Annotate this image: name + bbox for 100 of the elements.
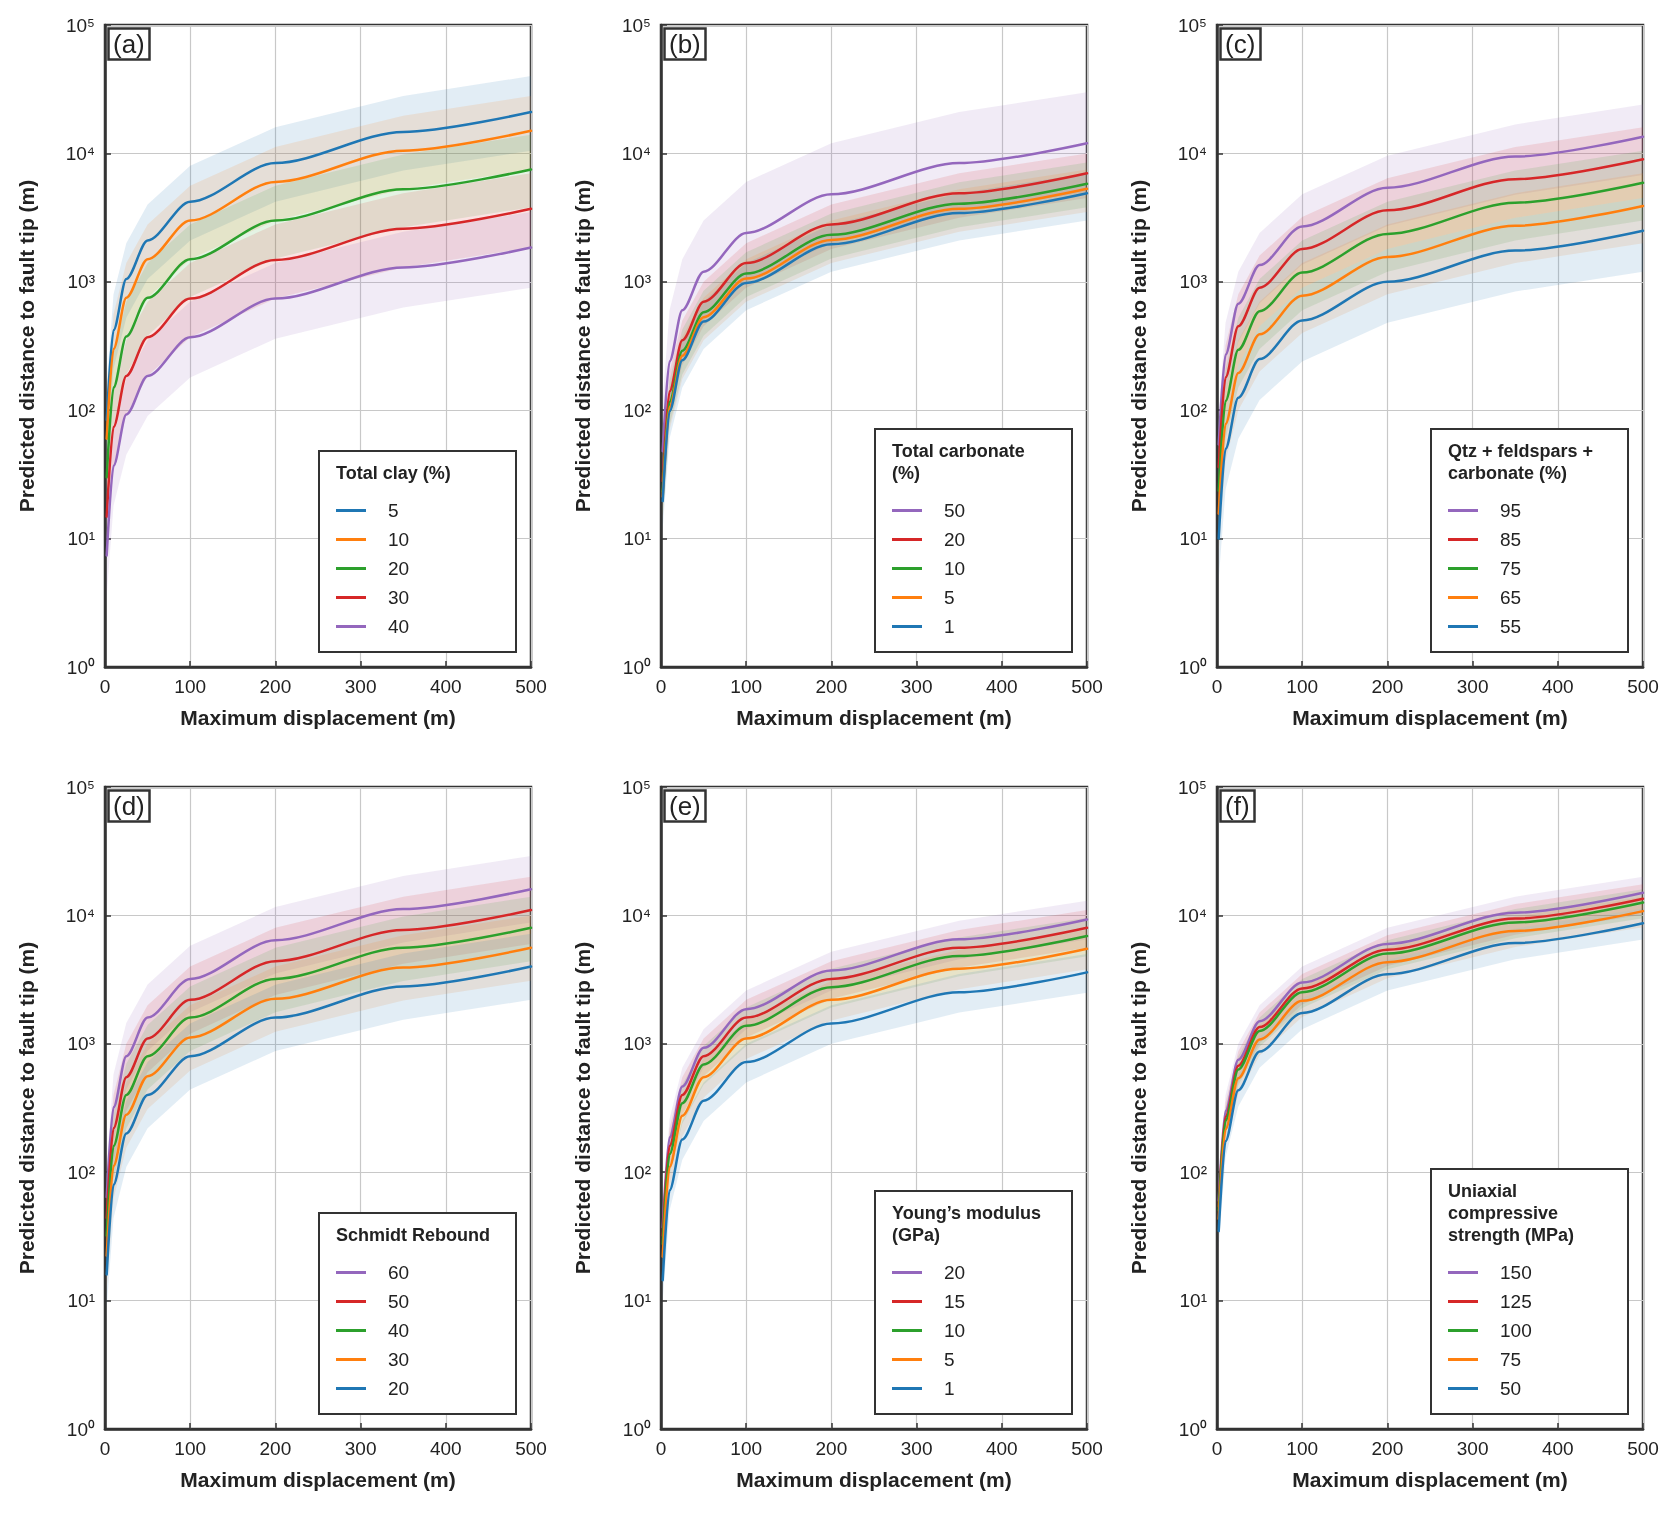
- x-tick-label: 500: [1627, 1438, 1659, 1459]
- chart-title: (d): [113, 791, 145, 821]
- x-axis-title: Maximum displacement (m): [1292, 706, 1568, 729]
- x-tick-label: 0: [99, 1438, 111, 1459]
- y-tick-label: 10²: [67, 1161, 95, 1183]
- legend-label: 50: [1500, 1377, 1522, 1400]
- x-tick-label: 100: [730, 676, 763, 697]
- y-tick-label: 10¹: [1179, 1290, 1207, 1312]
- y-tick-label: 10⁵: [1177, 776, 1207, 798]
- legend-label: 50: [388, 1290, 410, 1313]
- legend-label: 100: [1500, 1319, 1532, 1342]
- legend-label: 60: [388, 1261, 410, 1284]
- y-axis-title: Predicted distance to fault tip (m): [571, 179, 594, 513]
- legend-title: Qtz + feldspars + carbonate (%): [1448, 440, 1595, 484]
- x-axis-title: Maximum displacement (m): [180, 1468, 456, 1491]
- x-tick-label: 500: [515, 676, 547, 697]
- x-axis-title: Maximum displacement (m): [736, 706, 1012, 729]
- line-series: [105, 207, 533, 518]
- y-tick-label: 10³: [67, 1033, 95, 1055]
- y-tick-label: 10⁵: [621, 776, 651, 798]
- x-axis-title: Maximum displacement (m): [1292, 1468, 1568, 1491]
- y-tick-label: 10¹: [623, 528, 651, 550]
- x-tick-label: 400: [985, 1438, 1018, 1459]
- y-tick-label: 10⁰: [1178, 1418, 1207, 1440]
- legend-title: Total carbonate (%): [892, 440, 1026, 484]
- x-tick-label: 0: [1211, 1438, 1223, 1459]
- x-tick-label: 500: [1627, 676, 1659, 697]
- y-tick-label: 10⁴: [621, 904, 651, 926]
- y-tick-label: 10⁰: [66, 1418, 95, 1440]
- legend-label: 50: [944, 499, 966, 522]
- x-axis-title: Maximum displacement (m): [736, 1468, 1012, 1491]
- x-tick-label: 100: [174, 676, 207, 697]
- legend-label: 65: [1500, 586, 1522, 609]
- x-tick-label: 300: [1456, 1438, 1489, 1459]
- chart-title: (a): [113, 29, 145, 59]
- legend-label: 40: [388, 615, 410, 638]
- y-tick-label: 10⁰: [66, 656, 95, 678]
- legend-label: 1: [944, 1377, 955, 1400]
- y-tick-label: 10⁴: [621, 142, 651, 164]
- x-tick-label: 500: [1071, 1438, 1103, 1459]
- legend-title: Schmidt Rebound: [336, 1224, 491, 1246]
- y-tick-label: 10⁴: [65, 142, 95, 164]
- x-tick-label: 500: [515, 1438, 547, 1459]
- x-tick-label: 200: [815, 1438, 848, 1459]
- y-tick-label: 10⁰: [1178, 656, 1207, 678]
- x-tick-label: 400: [1541, 676, 1574, 697]
- line-series: [105, 246, 533, 557]
- y-tick-label: 10²: [1179, 399, 1207, 421]
- y-axis-title: Predicted distance to fault tip (m): [1127, 179, 1150, 513]
- chart-title: (c): [1225, 29, 1256, 59]
- legend-label: 150: [1500, 1261, 1532, 1284]
- y-axis-title: Predicted distance to fault tip (m): [1127, 941, 1150, 1275]
- y-tick-label: 10³: [623, 1033, 651, 1055]
- legend-label: 20: [388, 557, 410, 580]
- legend-label: 95: [1500, 499, 1522, 522]
- x-tick-label: 500: [1071, 676, 1103, 697]
- y-tick-label: 10⁴: [1177, 142, 1207, 164]
- legend-label: 5: [388, 499, 399, 522]
- legend-label: 1: [944, 615, 955, 638]
- x-tick-label: 300: [344, 676, 377, 697]
- legend-label: 10: [944, 1319, 966, 1342]
- x-tick-label: 200: [1371, 676, 1404, 697]
- legend-label: 75: [1500, 557, 1522, 580]
- legend-label: 20: [944, 1261, 966, 1284]
- x-tick-label: 400: [985, 676, 1018, 697]
- x-tick-label: 100: [730, 1438, 763, 1459]
- legend-label: 85: [1500, 528, 1522, 551]
- x-tick-label: 300: [1456, 676, 1489, 697]
- x-tick-label: 200: [815, 676, 848, 697]
- legend-title: Total clay (%): [336, 462, 452, 484]
- chart-title: (e): [669, 791, 701, 821]
- legend-label: 75: [1500, 1348, 1522, 1371]
- y-tick-label: 10³: [1179, 1033, 1207, 1055]
- x-tick-label: 0: [1211, 676, 1223, 697]
- x-tick-label: 200: [259, 1438, 292, 1459]
- legend-label: 5: [944, 586, 955, 609]
- legend-title: Uniaxial compressive strength (MPa): [1448, 1180, 1575, 1246]
- x-tick-label: 400: [429, 676, 462, 697]
- x-tick-label: 400: [429, 1438, 462, 1459]
- y-tick-label: 10⁰: [622, 1418, 651, 1440]
- y-axis-title: Predicted distance to fault tip (m): [15, 941, 38, 1275]
- y-tick-label: 10¹: [67, 1290, 95, 1312]
- legend-label: 10: [388, 528, 410, 551]
- x-tick-label: 400: [1541, 1438, 1574, 1459]
- legend-label: 30: [388, 1348, 410, 1371]
- y-tick-label: 10²: [67, 399, 95, 421]
- chart-title: (b): [669, 29, 701, 59]
- legend-label: 20: [944, 528, 966, 551]
- y-tick-label: 10⁴: [1177, 904, 1207, 926]
- legend-label: 5: [944, 1348, 955, 1371]
- legend-label: 10: [944, 557, 966, 580]
- y-axis-title: Predicted distance to fault tip (m): [571, 941, 594, 1275]
- x-tick-label: 0: [99, 676, 111, 697]
- y-tick-label: 10⁰: [622, 656, 651, 678]
- y-tick-label: 10⁵: [1177, 14, 1207, 36]
- y-tick-label: 10⁴: [65, 904, 95, 926]
- legend-label: 20: [388, 1377, 410, 1400]
- x-tick-label: 100: [1286, 1438, 1319, 1459]
- y-tick-label: 10²: [623, 1161, 651, 1183]
- x-tick-label: 100: [1286, 676, 1319, 697]
